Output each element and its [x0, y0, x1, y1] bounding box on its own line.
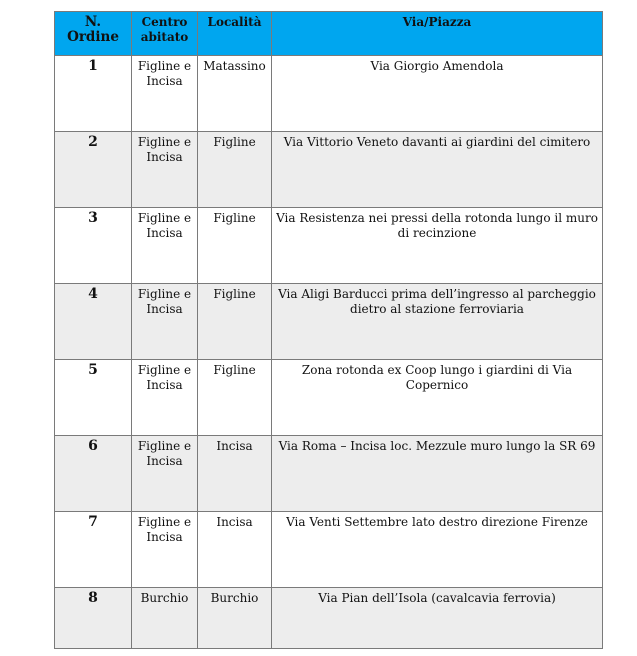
- header-centro-abitato: Centro abitato: [131, 11, 198, 56]
- cell-via-piazza: Via Roma – Incisa loc. Mezzule muro lung…: [271, 435, 603, 512]
- cell-localita: Burchio: [197, 587, 272, 649]
- cell-localita: Figline: [197, 359, 272, 436]
- cell-via-piazza: Via Vittorio Veneto davanti ai giardini …: [271, 131, 603, 208]
- header-localita: Località: [197, 11, 272, 56]
- header-via-piazza: Via/Piazza: [271, 11, 603, 56]
- locations-table: N. Ordine Centro abitato Località Via/Pi…: [54, 11, 603, 649]
- cell-n-ordine: 5: [54, 359, 132, 436]
- cell-localita: Incisa: [197, 435, 272, 512]
- cell-via-piazza: Via Resistenza nei pressi della rotonda …: [271, 207, 603, 284]
- table-row: 5 Figline e Incisa Figline Zona rotonda ex …: [54, 359, 603, 436]
- cell-localita: Figline: [197, 207, 272, 284]
- table-row: 6 Figline e Incisa Incisa Via Roma – Incisa…: [54, 435, 603, 512]
- header-n-ordine: N. Ordine: [54, 11, 132, 56]
- cell-localita: Figline: [197, 131, 272, 208]
- cell-centro-abitato: Figline e Incisa: [131, 359, 198, 436]
- table-row: 3 Figline e Incisa Figline Via Resistenza n…: [54, 207, 603, 284]
- table-row: 2 Figline e Incisa Figline Via Vittorio Ven…: [54, 131, 603, 208]
- cell-n-ordine: 4: [54, 283, 132, 360]
- cell-n-ordine: 7: [54, 511, 132, 588]
- cell-via-piazza: Via Venti Settembre lato destro direzion…: [271, 511, 603, 588]
- cell-n-ordine: 1: [54, 55, 132, 132]
- table-row: 4 Figline e Incisa Figline Via Aligi Barduc…: [54, 283, 603, 360]
- cell-n-ordine: 3: [54, 207, 132, 284]
- cell-via-piazza: Via Aligi Barducci prima dell’ingresso a…: [271, 283, 603, 360]
- cell-centro-abitato: Figline e Incisa: [131, 207, 198, 284]
- cell-via-piazza: Via Giorgio Amendola: [271, 55, 603, 132]
- cell-localita: Incisa: [197, 511, 272, 588]
- cell-centro-abitato: Figline e Incisa: [131, 435, 198, 512]
- cell-centro-abitato: Figline e Incisa: [131, 131, 198, 208]
- cell-n-ordine: 6: [54, 435, 132, 512]
- table-row: 1 Figline e Incisa Matassino Via Giorgio Am…: [54, 55, 603, 132]
- table-row: 8 Burchio Burchio Via Pian dell’Isola (cava…: [54, 587, 603, 649]
- cell-n-ordine: 2: [54, 131, 132, 208]
- cell-n-ordine: 8: [54, 587, 132, 649]
- cell-centro-abitato: Figline e Incisa: [131, 55, 198, 132]
- cell-centro-abitato: Figline e Incisa: [131, 511, 198, 588]
- table-row: 7 Figline e Incisa Incisa Via Venti Settemb…: [54, 511, 603, 588]
- cell-centro-abitato: Figline e Incisa: [131, 283, 198, 360]
- cell-centro-abitato: Burchio: [131, 587, 198, 649]
- table-header: N. Ordine Centro abitato Località Via/Pi…: [54, 11, 603, 56]
- cell-localita: Figline: [197, 283, 272, 360]
- cell-localita: Matassino: [197, 55, 272, 132]
- cell-via-piazza: Via Pian dell’Isola (cavalcavia ferrovia…: [271, 587, 603, 649]
- cell-via-piazza: Zona rotonda ex Coop lungo i giardini di…: [271, 359, 603, 436]
